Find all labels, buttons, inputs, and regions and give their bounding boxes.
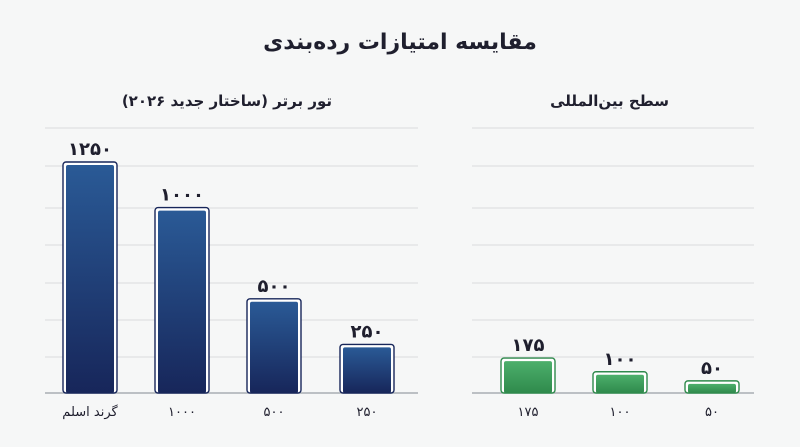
left-bar-value-label: ۱۲۵۰: [68, 139, 112, 160]
right-bar-value-label: ۱۷۵: [512, 335, 545, 356]
right-bar: [688, 383, 736, 393]
right-bar: [596, 374, 644, 393]
chart-title: مقایسه امتیازات رده‌بندی: [263, 30, 537, 55]
right-bar-value-label: ۱۰۰: [604, 349, 637, 370]
left-bar-value-label: ۱۰۰۰: [160, 185, 204, 206]
right-x-tick-label: ۱۰۰: [610, 405, 631, 420]
left-bar: [343, 347, 391, 393]
right-x-tick-label: ۱۷۵: [518, 405, 539, 420]
right-x-tick-label: ۵۰: [705, 405, 719, 420]
left-bar: [66, 165, 114, 393]
left-panel-title: تور برتر (ساختار جدید ۲۰۲۶): [121, 92, 332, 110]
left-x-tick-label: ۱۰۰۰: [168, 405, 196, 420]
right-panel-title: سطح بین‌المللی: [550, 92, 669, 110]
left-bar-value-label: ۲۵۰: [351, 321, 384, 342]
right-bar: [504, 361, 552, 393]
right-bar-value-label: ۵۰: [701, 358, 723, 379]
left-bar: [158, 210, 206, 393]
left-bar-value-label: ۵۰۰: [258, 276, 291, 297]
left-x-tick-label: ۲۵۰: [357, 405, 378, 420]
left-bar: [250, 301, 298, 393]
left-x-tick-label: ۵۰۰: [264, 405, 285, 420]
left-x-tick-label: گرند اسلم: [62, 404, 118, 420]
